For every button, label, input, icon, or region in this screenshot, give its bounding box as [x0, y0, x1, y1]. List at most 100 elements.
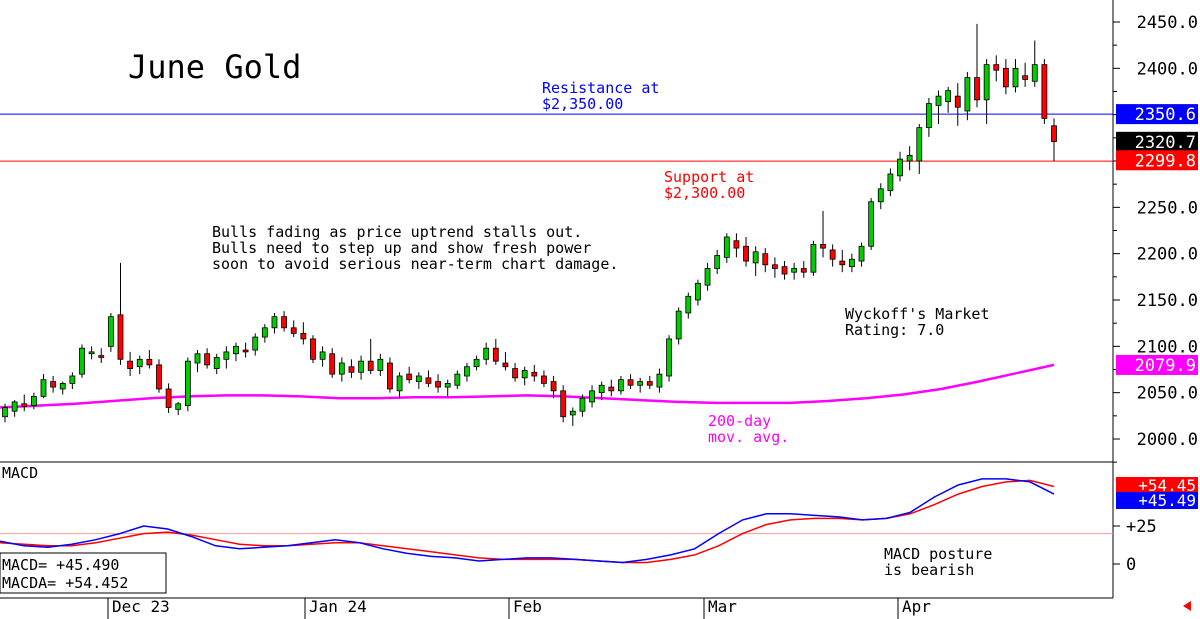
macd-tag-text: +45.49: [1138, 491, 1196, 510]
candle-body: [117, 314, 124, 360]
candle: [271, 312, 278, 334]
candle: [261, 324, 268, 343]
ma200-tag-text: 2079.9: [1135, 356, 1196, 376]
candle-body: [1031, 64, 1038, 82]
candle: [858, 242, 865, 267]
candle: [252, 333, 259, 356]
candle: [204, 348, 211, 369]
candle-body: [820, 243, 826, 249]
candle: [521, 366, 528, 386]
candle: [281, 311, 287, 332]
candle: [974, 23, 980, 108]
price-tick-label: 2450.0: [1137, 13, 1198, 33]
candle-body: [11, 401, 18, 412]
candle: [107, 312, 114, 352]
candle-body: [473, 358, 480, 368]
candle-body: [98, 355, 105, 358]
support-tag: 2299.8: [1116, 150, 1198, 171]
candle-body: [916, 127, 923, 162]
candle-body: [79, 347, 85, 375]
price-axis-ticks: [1113, 21, 1120, 463]
candle-body: [791, 268, 798, 273]
candle: [358, 355, 364, 380]
candle-body: [848, 258, 855, 268]
candle: [829, 244, 836, 267]
candle-body: [329, 353, 336, 375]
candle: [954, 83, 961, 126]
candle: [290, 320, 297, 338]
candle: [50, 375, 57, 393]
date-axis: Dec 23 Jan 24 Feb Mar Apr: [107, 597, 931, 619]
candle-body: [1022, 75, 1029, 80]
candle: [589, 385, 595, 408]
candle-body: [743, 245, 749, 262]
candle-body: [213, 357, 220, 369]
candle-body: [569, 410, 576, 416]
candle: [675, 307, 682, 345]
candle-body: [521, 370, 528, 379]
candle: [868, 198, 875, 250]
candle: [79, 344, 85, 378]
candle: [695, 279, 701, 306]
date-tick-label: Dec 23: [112, 597, 170, 616]
candle: [935, 90, 942, 124]
candle-body: [406, 373, 413, 381]
candle-body: [685, 295, 692, 314]
candle-body: [223, 351, 230, 360]
candle: [473, 355, 480, 371]
last-price-tag-text: 2320.7: [1135, 133, 1196, 153]
candle: [415, 372, 422, 389]
price-tick-label: 2250.0: [1137, 198, 1198, 218]
candle-body: [598, 384, 605, 394]
candle-body: [1051, 125, 1057, 142]
candle-body: [887, 173, 894, 192]
candle: [887, 168, 894, 197]
candle-body: [560, 390, 567, 418]
candle: [98, 348, 105, 364]
candle: [329, 348, 336, 378]
candle: [877, 183, 884, 210]
candle: [820, 211, 826, 258]
candle-body: [839, 260, 846, 266]
candle-body: [156, 364, 162, 390]
candle: [560, 385, 567, 423]
candle-body: [772, 264, 778, 269]
candle: [146, 350, 153, 369]
candle: [598, 381, 605, 401]
candle: [435, 374, 441, 393]
candle-body: [146, 358, 153, 366]
candle-body: [675, 310, 682, 340]
candle-body: [945, 90, 952, 103]
candle: [348, 359, 355, 378]
candles-group: [2, 23, 1057, 427]
candle-body: [30, 395, 37, 407]
candle: [945, 86, 952, 113]
candle-body: [242, 349, 249, 353]
candle: [194, 350, 201, 373]
candle: [704, 262, 711, 291]
candle: [1031, 40, 1038, 87]
candle-body: [550, 381, 557, 392]
candle: [30, 392, 37, 410]
scroll-left-icon[interactable]: [1183, 601, 1191, 611]
price-tick-label: 2050.0: [1137, 384, 1198, 404]
candle-body: [184, 360, 191, 407]
candle-body: [194, 353, 201, 364]
candle-body: [271, 316, 278, 329]
candle: [714, 249, 721, 275]
candle-body: [502, 362, 509, 368]
candle-body: [261, 327, 268, 338]
candle: [897, 151, 903, 182]
macd-panel-title: MACD: [2, 464, 38, 482]
candle: [925, 97, 932, 137]
candle-body: [454, 373, 461, 386]
candle: [964, 72, 971, 121]
candle-body: [425, 377, 432, 384]
candle-body: [627, 379, 634, 386]
candle: [11, 400, 18, 417]
candle-body: [1012, 67, 1019, 88]
candle-body: [415, 375, 422, 382]
candle: [618, 375, 624, 395]
support-annotation-line1: Support at: [664, 168, 754, 186]
